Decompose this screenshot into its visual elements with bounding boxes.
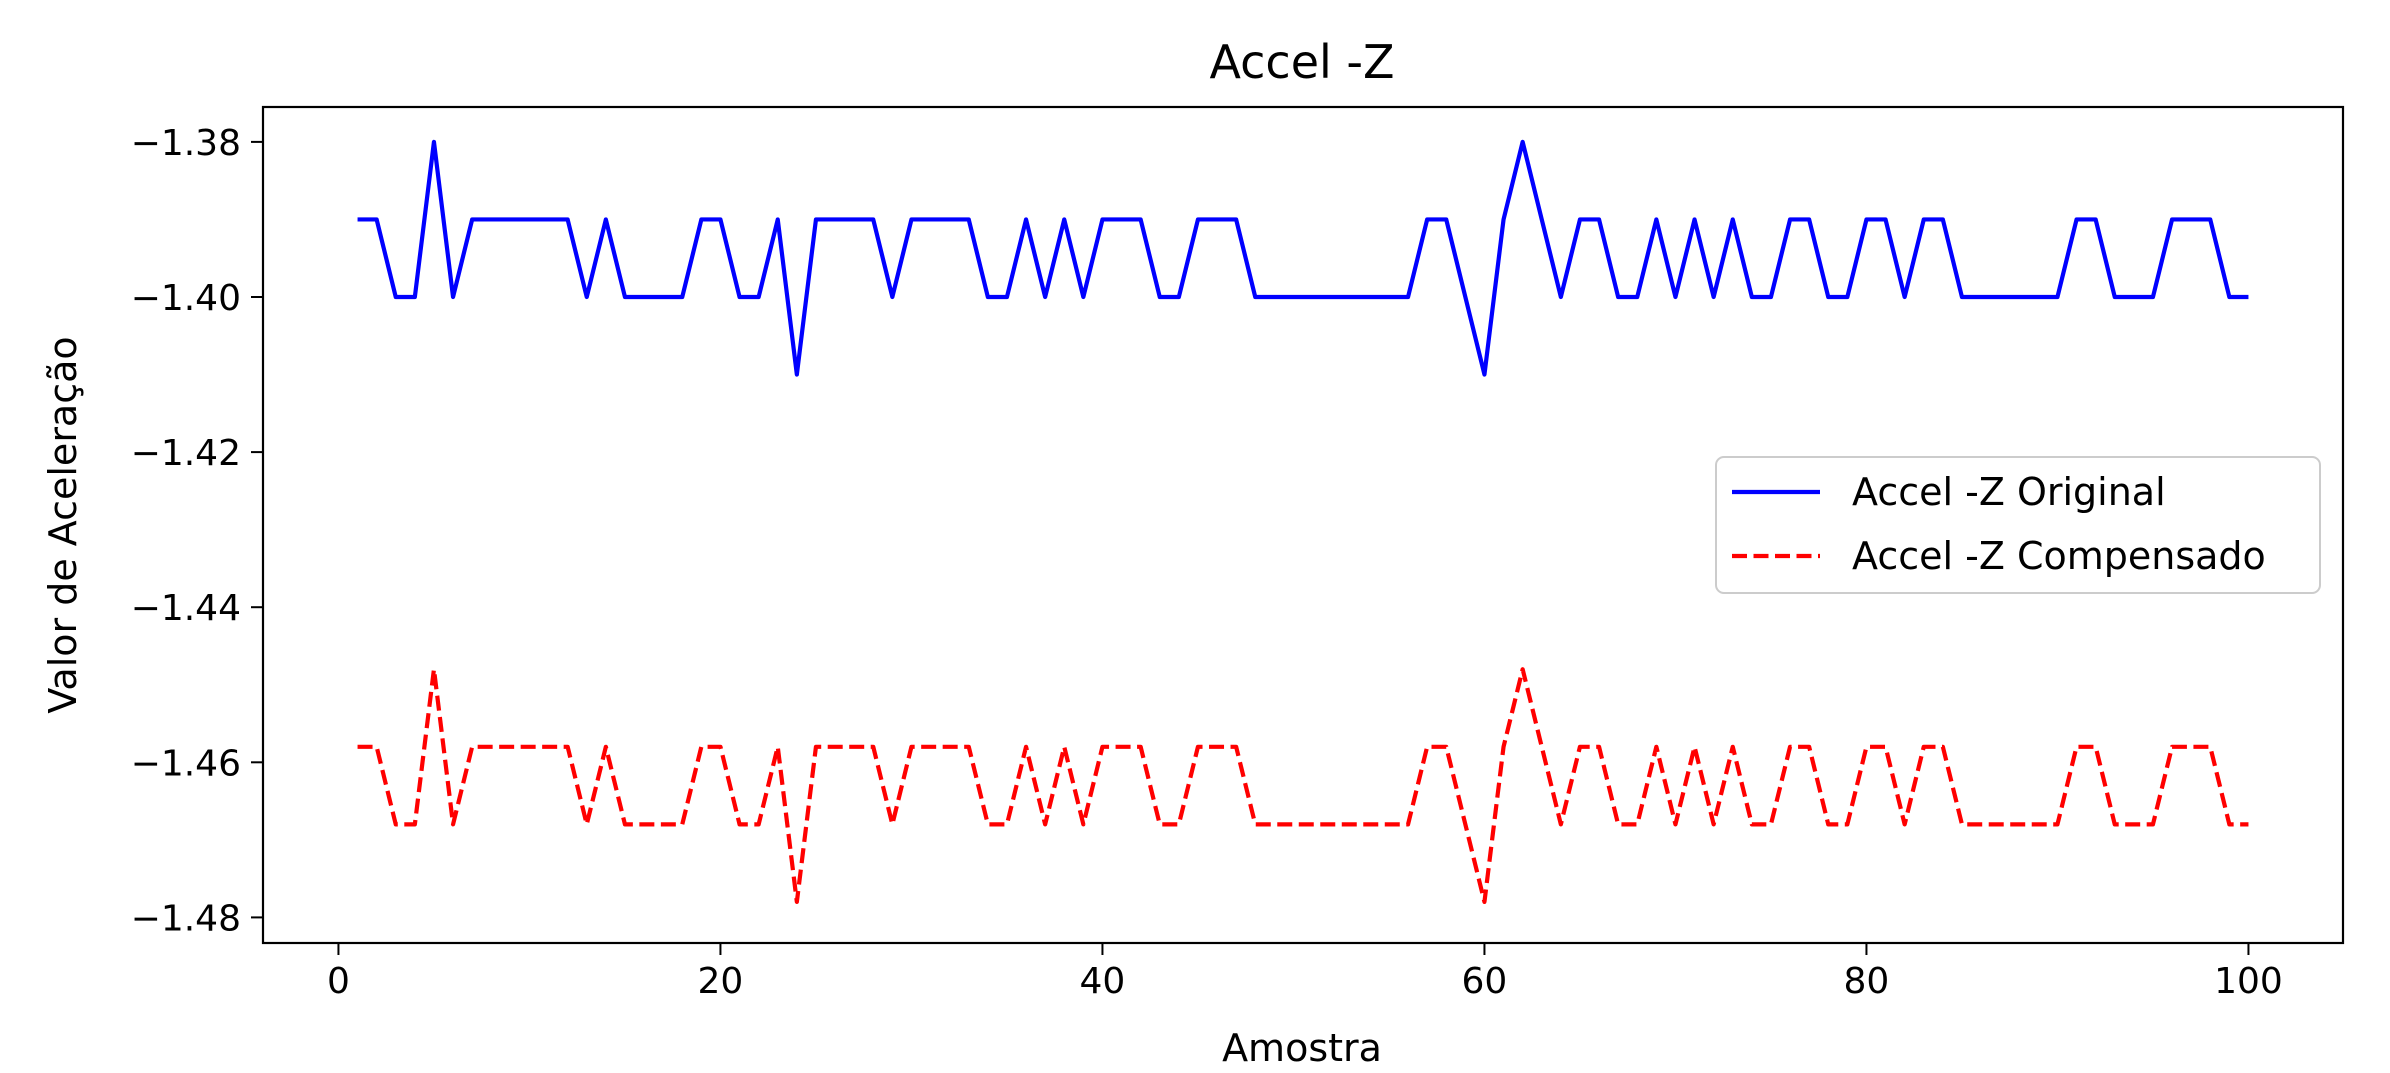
y-tick-label: −1.42 bbox=[131, 433, 241, 474]
plot-frame bbox=[261, 105, 2345, 945]
legend-label-1: Accel -Z Original bbox=[1852, 470, 2166, 514]
x-tick-label: 60 bbox=[1462, 961, 1508, 1002]
series-line-1 bbox=[357, 139, 2249, 377]
series-line-2 bbox=[357, 667, 2249, 905]
x-tick-label: 0 bbox=[327, 961, 350, 1002]
series-layer bbox=[357, 139, 2249, 905]
y-tick-label: −1.44 bbox=[131, 588, 241, 629]
legend: Accel -Z Original Accel -Z Compensado bbox=[1715, 456, 2321, 594]
chart-title: Accel -Z bbox=[1209, 35, 1394, 89]
y-tick-label: −1.48 bbox=[131, 898, 241, 939]
ticks-layer: 0 20 40 60 80 100 −1.48 −1.46 −1.44 −1.42 −1.40 −1.… bbox=[131, 123, 2283, 1002]
y-tick-label: −1.40 bbox=[131, 278, 241, 319]
y-tick-label: −1.38 bbox=[131, 123, 241, 164]
y-tick-label: −1.46 bbox=[131, 743, 241, 784]
x-tick-label: 100 bbox=[2214, 961, 2283, 1002]
legend-label-2: Accel -Z Compensado bbox=[1852, 534, 2266, 578]
x-tick-label: 20 bbox=[698, 961, 744, 1002]
x-tick-label: 40 bbox=[1080, 961, 1126, 1002]
x-tick-label: 80 bbox=[1844, 961, 1890, 1002]
legend-box bbox=[1715, 456, 2321, 594]
x-axis-label: Amostra bbox=[1222, 1026, 1382, 1068]
y-axis-label: Valor de Aceleração bbox=[41, 336, 85, 713]
